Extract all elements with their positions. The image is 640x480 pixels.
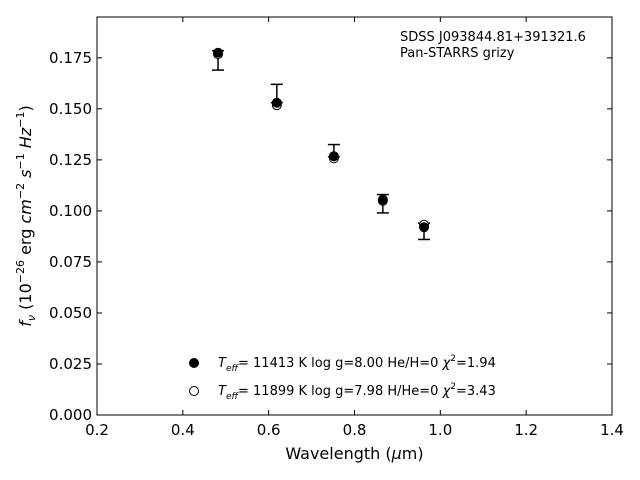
legend-entry-2: Teff= 11899 K log g=7.98 H/He=0 χ2=3.43 — [218, 382, 496, 402]
y-label-sup1: −26 — [14, 260, 27, 283]
annotation-object-name: SDSS J093844.81+391321.6 — [400, 30, 586, 45]
y-label-sup3: −1 — [14, 153, 27, 169]
x-tick-label: 0.6 — [257, 421, 281, 439]
legend-2-chi-val: =3.43 — [456, 384, 496, 399]
legend-marker-open — [189, 386, 199, 396]
y-tick-label: 0.050 — [49, 304, 92, 322]
y-tick-label: 0.000 — [49, 406, 92, 424]
y-label-sup2: −2 — [14, 183, 27, 199]
legend-2-params: = 11899 K log g=7.98 H/He=0 — [238, 384, 443, 399]
data-markers — [213, 47, 430, 233]
axis-ticks: 0.2 0.4 0.6 0.8 1.0 1.2 1.4 0.000 0.025 0.050 0.07… — [49, 17, 624, 439]
point-model-1 — [328, 151, 339, 162]
y-label-open: (10 — [16, 283, 35, 315]
legend-2-teff-sub: eff — [226, 392, 240, 402]
y-label-hz: Hz — [16, 127, 35, 153]
y-tick-label: 0.150 — [49, 100, 92, 118]
y-label-f: f — [16, 319, 35, 327]
legend-1-chi: χ — [442, 356, 452, 371]
legend-1-chi-val: =1.94 — [456, 356, 496, 371]
y-label-close: ) — [16, 105, 35, 111]
legend-2-chi: χ — [442, 384, 452, 399]
y-tick-label: 0.025 — [49, 355, 92, 373]
y-label-s: s — [16, 170, 35, 183]
x-tick-label: 1.4 — [600, 421, 624, 439]
legend: Teff= 11413 K log g=8.00 He/H=0 χ2=1.94 … — [189, 354, 496, 402]
legend-1-params: = 11413 K log g=8.00 He/H=0 — [238, 356, 443, 371]
y-tick-label: 0.175 — [49, 49, 92, 67]
x-tick-label: 0.4 — [171, 421, 195, 439]
x-axis-label-mu: μ — [391, 444, 402, 463]
point-model-1 — [213, 47, 224, 58]
legend-1-teff: T — [218, 356, 227, 371]
point-model-1 — [377, 194, 388, 205]
y-label-nu: ν — [25, 315, 38, 321]
y-label-cm: cm — [16, 199, 35, 223]
x-tick-label: 0.8 — [343, 421, 367, 439]
x-axis-label: Wavelength (μm) — [285, 444, 423, 463]
x-tick-label: 1.2 — [514, 421, 538, 439]
x-axis-label-unit: m) — [402, 444, 424, 463]
x-tick-label: 0.2 — [85, 421, 109, 439]
y-axis-label: fν (10−26 erg cm−2 s−1 Hz−1) — [14, 105, 38, 326]
point-model-1 — [419, 222, 430, 233]
y-label-sup4: −1 — [14, 112, 27, 128]
legend-1-chi-sup: 2 — [450, 354, 456, 364]
y-tick-label: 0.125 — [49, 151, 92, 169]
annotation-survey: Pan-STARRS grizy — [400, 46, 515, 61]
legend-marker-filled — [189, 358, 199, 368]
legend-entry-1: Teff= 11413 K log g=8.00 He/H=0 χ2=1.94 — [218, 354, 496, 374]
x-axis-label-main: Wavelength ( — [285, 444, 391, 463]
legend-2-chi-sup: 2 — [450, 382, 456, 392]
y-tick-label: 0.100 — [49, 202, 92, 220]
legend-2-teff: T — [218, 384, 227, 399]
y-label-erg: erg — [16, 224, 35, 260]
error-bars — [212, 49, 431, 241]
point-model-1 — [271, 97, 282, 108]
y-tick-label: 0.075 — [49, 253, 92, 271]
x-tick-label: 1.0 — [428, 421, 452, 439]
legend-1-teff-sub: eff — [226, 364, 240, 374]
